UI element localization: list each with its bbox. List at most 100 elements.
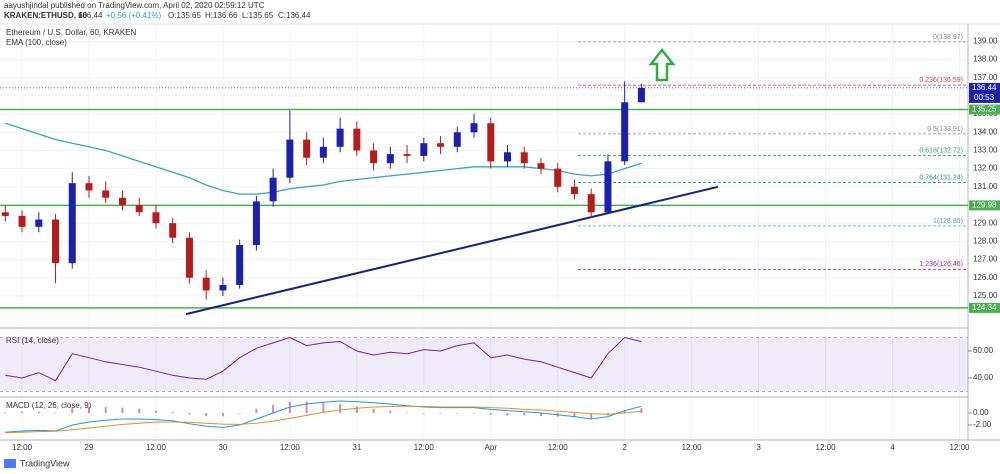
y-tick-label: 125.00: [973, 291, 998, 300]
candle-body: [370, 150, 378, 164]
candle-body: [185, 237, 193, 278]
macd-histogram-bar: [473, 413, 476, 414]
x-tick-label: 2: [622, 443, 627, 452]
rsi-band: [0, 337, 968, 392]
level-label-box: [969, 200, 1000, 211]
macd-histogram-bar: [422, 413, 425, 414]
macd-legend: MACD (12, 26, close, 9): [6, 401, 92, 410]
grid: [0, 25, 968, 440]
candle-body: [353, 128, 361, 151]
y-tick-label: 127.00: [973, 255, 998, 264]
candle-body: [570, 186, 578, 195]
candle-body: [1, 212, 9, 216]
x-tick-label: Apr: [485, 443, 498, 452]
macd-histogram-bar: [389, 410, 392, 414]
candle-body: [85, 183, 93, 191]
x-tick-label: 29: [85, 443, 94, 452]
ema-legend: EMA (100, close): [6, 38, 67, 47]
fib-label: 0.236(136.59): [919, 77, 963, 84]
x-tick-label: 30: [218, 443, 227, 452]
candle-body: [303, 139, 311, 158]
macd-histogram-bar: [640, 408, 643, 414]
candle-body: [437, 143, 445, 147]
y-tick-label: 134.00: [973, 127, 998, 136]
level-label: 124.34: [972, 303, 997, 312]
macd-histogram-bar: [406, 412, 409, 414]
trendline: [185, 185, 719, 316]
fib-label: 0.764(131.24): [919, 174, 963, 181]
candle-body: [18, 215, 26, 227]
chart-title: Ethereum / U.S. Dollar, 60, KRAKEN: [6, 28, 136, 37]
candle-body: [470, 123, 478, 133]
quote-open: O:135.65: [168, 11, 201, 20]
candle-body: [621, 102, 629, 162]
x-tick-label: 12:00: [682, 443, 703, 452]
candle-body: [336, 128, 344, 147]
brand-logo: [4, 459, 16, 468]
rsi-tick-label: 40.00: [973, 373, 994, 382]
macd-histogram-bar: [272, 404, 275, 414]
x-tick-label: 12:00: [414, 443, 435, 452]
macd-histogram-bar: [355, 406, 358, 414]
quote-last: 136.44: [78, 11, 103, 20]
candle-body: [52, 219, 60, 264]
candle-body: [604, 161, 612, 213]
level-label: 129.98: [972, 200, 997, 209]
macd-histogram-bar: [154, 410, 157, 414]
macd-histogram-bar: [255, 408, 258, 414]
level-label-box: [969, 104, 1000, 115]
x-tick-label: 4: [890, 443, 895, 452]
macd-histogram-bar: [21, 411, 24, 414]
candle-body: [152, 212, 160, 224]
macd-histogram-bar: [121, 407, 124, 414]
candle-body: [135, 205, 143, 213]
macd-histogram-bar: [37, 411, 40, 414]
x-tick-label: 12:00: [12, 443, 33, 452]
countdown-label: 00:53: [974, 93, 995, 102]
x-tick-label: 12:00: [548, 443, 569, 452]
macd-tick-label: 0.00: [973, 408, 989, 417]
fib-label: 1(128.85): [933, 218, 963, 225]
candle-body: [420, 143, 428, 156]
brand: TradingView: [20, 458, 70, 468]
macd-histogram-bar: [88, 407, 90, 414]
y-tick-label: 138.00: [973, 55, 998, 64]
candle-body: [102, 190, 110, 198]
macd-histogram-bar: [54, 412, 57, 414]
rsi-line: [5, 336, 642, 382]
candle-body: [554, 168, 562, 187]
level-label-box: [969, 302, 1000, 313]
candle-body: [252, 201, 260, 245]
macd-histogram-bar: [322, 402, 325, 414]
y-tick-label: 132.00: [973, 164, 998, 173]
signal-line: [5, 405, 642, 434]
candle-body: [403, 154, 411, 156]
macd-histogram-bar: [506, 413, 509, 416]
macd-line: [5, 400, 642, 433]
macd-histogram-bar: [188, 413, 191, 415]
macd-histogram-bar: [238, 413, 241, 414]
candle-body: [35, 219, 43, 227]
candle-body: [269, 177, 277, 202]
quote-high: H:136.66: [205, 11, 238, 20]
last-price-box: [969, 82, 1000, 103]
x-tick-label: 12:00: [146, 443, 167, 452]
x-tick-label: 12:00: [280, 443, 301, 452]
y-tick-label: 133.00: [973, 146, 998, 155]
macd-histogram-bar: [104, 407, 107, 414]
candle-body: [319, 146, 327, 158]
macd-histogram-bar: [171, 411, 174, 414]
macd-histogram-bar: [339, 404, 342, 414]
macd-histogram-bar: [305, 401, 308, 414]
x-tick-label: 31: [352, 443, 361, 452]
candle-body: [118, 197, 126, 205]
fib-label: 0(138.97): [933, 34, 963, 41]
candle-body: [587, 194, 595, 213]
y-tick-label: 129.00: [973, 218, 998, 227]
fib-label: 0.5(133.91): [927, 126, 963, 133]
macd-histogram-bar: [590, 413, 593, 419]
macd-histogram-bar: [221, 413, 224, 417]
candle-body: [219, 285, 227, 291]
rsi-tick-label: 60.00: [973, 346, 994, 355]
